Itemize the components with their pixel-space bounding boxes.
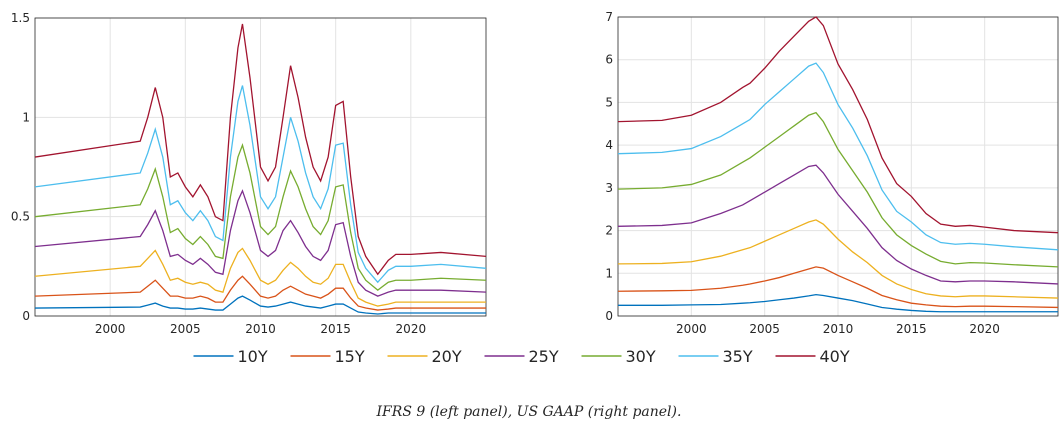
y-tick-label: 7 bbox=[605, 10, 613, 24]
x-tick-label: 2005 bbox=[170, 322, 201, 336]
legend-label: 25Y bbox=[529, 347, 559, 366]
legend-label: 40Y bbox=[820, 347, 850, 366]
series-line bbox=[617, 16, 1059, 234]
legend: 10Y 15Y 20Y 25Y 30Y 35Y 40Y bbox=[193, 347, 850, 366]
series-line bbox=[34, 85, 487, 284]
x-tick-label: 2000 bbox=[676, 322, 707, 336]
y-tick-label: 0 bbox=[605, 309, 613, 323]
series-line bbox=[617, 62, 1059, 251]
y-tick-label: 6 bbox=[605, 53, 613, 67]
plot-frame bbox=[34, 17, 487, 317]
series-line bbox=[34, 275, 486, 311]
y-tick-label: 2 bbox=[605, 224, 613, 238]
series-line bbox=[34, 189, 487, 297]
legend-label: 20Y bbox=[432, 347, 462, 366]
panel: 0 1 2 3 4 5 6 7 2000 2005 2010 2015 2020 bbox=[605, 10, 1059, 336]
y-tick-label: 4 bbox=[605, 138, 613, 152]
series-line bbox=[617, 111, 1059, 268]
series-line bbox=[618, 293, 1058, 313]
x-tick-label: 2015 bbox=[896, 322, 927, 336]
y-tick-label: 0 bbox=[22, 309, 30, 323]
series-line bbox=[617, 266, 1059, 309]
legend-label: 15Y bbox=[335, 347, 365, 366]
series-line bbox=[617, 164, 1059, 285]
x-tick-label: 2005 bbox=[749, 322, 780, 336]
x-tick-label: 2020 bbox=[969, 322, 1000, 336]
series-line bbox=[34, 143, 487, 291]
y-tick-label: 1.5 bbox=[11, 11, 30, 25]
plot-frame bbox=[617, 16, 1059, 317]
y-tick-label: 1 bbox=[22, 110, 30, 124]
series-line bbox=[34, 295, 486, 315]
caption: IFRS 9 (left panel), US GAAP (right pane… bbox=[376, 404, 682, 420]
x-tick-label: 2015 bbox=[320, 322, 351, 336]
y-tick-label: 0.5 bbox=[11, 210, 30, 224]
x-tick-label: 2010 bbox=[245, 322, 276, 336]
x-tick-label: 2020 bbox=[396, 322, 427, 336]
legend-label: 30Y bbox=[626, 347, 656, 366]
series-line bbox=[34, 23, 487, 276]
panel: 0 0.5 1 1.5 2000 2005 2010 2015 2020 bbox=[11, 11, 487, 336]
legend-label: 10Y bbox=[238, 347, 268, 366]
x-tick-label: 2000 bbox=[95, 322, 126, 336]
y-tick-label: 3 bbox=[605, 181, 613, 195]
y-tick-label: 1 bbox=[605, 266, 613, 280]
legend-label: 35Y bbox=[723, 347, 753, 366]
series-line bbox=[617, 219, 1059, 299]
series-line bbox=[34, 247, 486, 307]
y-tick-label: 5 bbox=[605, 95, 613, 109]
x-tick-label: 2010 bbox=[823, 322, 854, 336]
